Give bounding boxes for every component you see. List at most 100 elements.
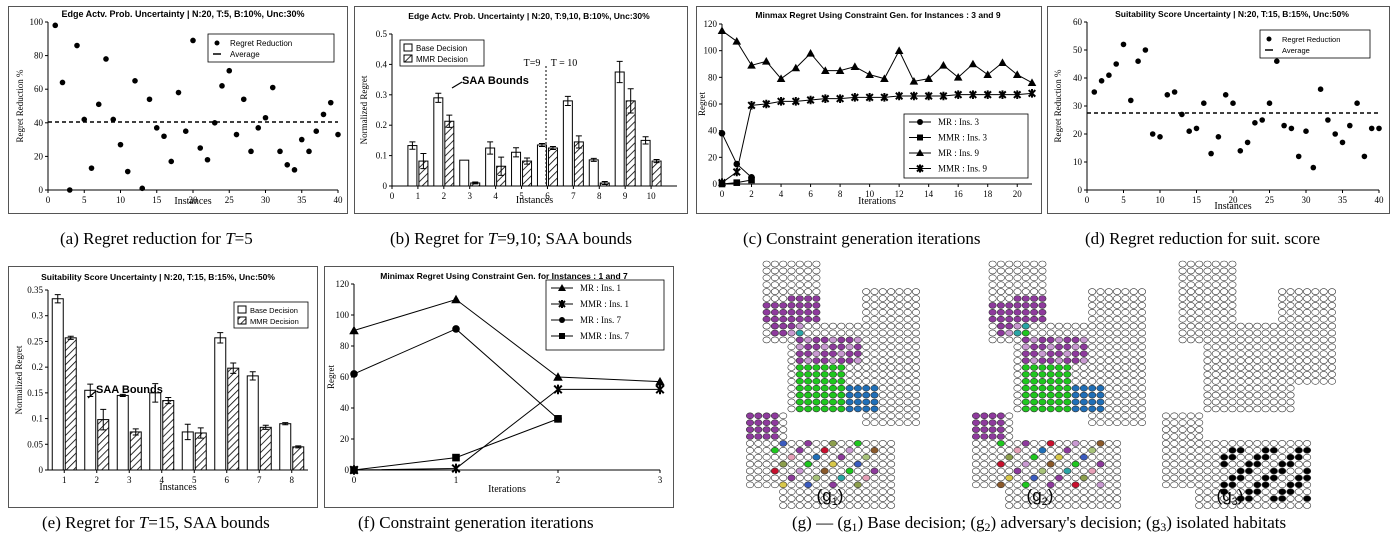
chart-title: Edge Actv. Prob. Uncertainty | N:20, T:9… <box>408 11 650 21</box>
habitat-cell <box>1186 433 1195 440</box>
habitat-cell <box>1104 364 1113 371</box>
error-bar <box>564 95 571 106</box>
data-point <box>335 131 341 138</box>
habitat-cell <box>1286 295 1295 302</box>
habitat-cell <box>1030 336 1039 344</box>
habitat-cell <box>804 447 813 454</box>
habitat-cell <box>853 350 862 357</box>
habitat-cell <box>1079 357 1088 364</box>
annotation-arrow <box>87 390 97 399</box>
habitat-cell <box>804 453 813 461</box>
habitat-cell <box>795 384 804 392</box>
habitat-cell <box>1038 460 1047 468</box>
habitat-cell <box>1286 488 1295 495</box>
habitat-cell <box>1278 453 1287 461</box>
habitat-cell <box>1161 433 1170 440</box>
data-point <box>153 125 160 131</box>
habitat-cell <box>1079 391 1088 399</box>
habitat-cell <box>1046 350 1055 357</box>
habitat-cell <box>1286 329 1295 337</box>
habitat-cell <box>1013 447 1022 454</box>
habitat-cell <box>1278 440 1287 447</box>
data-point <box>190 37 196 44</box>
habitat-cell <box>1244 371 1253 378</box>
bar-mmr <box>227 367 240 471</box>
habitat-cell <box>1278 467 1287 475</box>
series-marker <box>554 415 562 423</box>
habitat-cell <box>1278 391 1287 399</box>
habitat-cell <box>1211 495 1220 502</box>
habitat-cell <box>1096 398 1105 406</box>
data-point <box>1135 58 1141 64</box>
legend-box <box>1259 29 1371 59</box>
habitat-cell <box>795 371 804 378</box>
habitat-cell <box>1253 357 1262 364</box>
habitat-cell <box>770 302 779 309</box>
habitat-cell <box>1311 329 1320 337</box>
habitat-cell <box>1269 357 1278 364</box>
habitat-cell <box>887 453 896 461</box>
habitat-cell <box>1244 378 1253 385</box>
data-point <box>233 131 240 138</box>
habitat-cell <box>804 460 813 468</box>
habitat-cell <box>862 329 871 337</box>
habitat-cell <box>1129 364 1138 371</box>
habitat-cell <box>1220 315 1229 323</box>
habitat-cell <box>1170 460 1179 468</box>
habitat-cell <box>845 343 854 351</box>
habitat-cell <box>1113 364 1122 371</box>
habitat-cell <box>1137 288 1146 295</box>
series-marker <box>1027 89 1037 98</box>
habitat-cell <box>853 453 862 461</box>
series-line <box>353 418 559 471</box>
habitat-cell <box>845 364 854 371</box>
bar-base <box>536 144 547 187</box>
habitat-cell <box>754 412 763 420</box>
habitat-cell <box>1079 371 1088 378</box>
data-point <box>1332 131 1338 137</box>
habitat-cell <box>1088 460 1097 468</box>
legend-label: MR : Ins. 9 <box>938 148 980 158</box>
habitat-cell <box>795 495 804 502</box>
habitat-cell <box>1327 364 1336 371</box>
y-tick-label: 0 <box>1078 185 1083 195</box>
habitat-cell <box>1253 329 1262 337</box>
habitat-cell <box>853 447 862 454</box>
habitat-cell <box>812 350 821 357</box>
data-point <box>1193 125 1200 132</box>
data-point <box>139 185 146 192</box>
habitat-cell <box>1129 371 1138 378</box>
habitat-cell <box>1253 440 1262 447</box>
habitat-cell <box>1096 357 1105 364</box>
series-marker <box>732 37 742 45</box>
habitat-cell <box>1228 329 1237 337</box>
habitat-cell <box>1054 322 1063 330</box>
error-bar <box>295 445 302 449</box>
habitat-cell <box>1253 378 1262 385</box>
habitat-cell <box>853 343 862 351</box>
habitat-cell <box>870 329 879 337</box>
x-tick-label: 10 <box>865 189 875 199</box>
habitat-cell <box>1327 350 1336 357</box>
habitat-cell <box>1013 405 1022 413</box>
habitat-cell <box>1186 288 1195 295</box>
data-point <box>161 133 167 140</box>
habitat-cell <box>1319 315 1328 323</box>
habitat-cell <box>812 357 821 364</box>
habitat-cell <box>1054 474 1063 482</box>
habitat-cell <box>1113 357 1122 364</box>
habitat-cell <box>1013 295 1022 302</box>
data-point <box>132 78 138 84</box>
habitat-cell <box>980 412 989 420</box>
panel-f: 0 20 40 60 80 100 120 0 1 2 3 Minimax Regret Using … <box>324 266 674 508</box>
habitat-cell <box>1113 302 1122 309</box>
habitat-cell <box>1021 502 1030 509</box>
habitat-cell <box>1236 357 1245 364</box>
habitat-cell <box>1096 364 1105 371</box>
habitat-cell <box>1121 378 1130 385</box>
habitat-cell <box>1005 467 1014 475</box>
legend-marker <box>558 284 566 291</box>
habitat-cell <box>795 322 804 330</box>
habitat-cell <box>812 481 821 489</box>
